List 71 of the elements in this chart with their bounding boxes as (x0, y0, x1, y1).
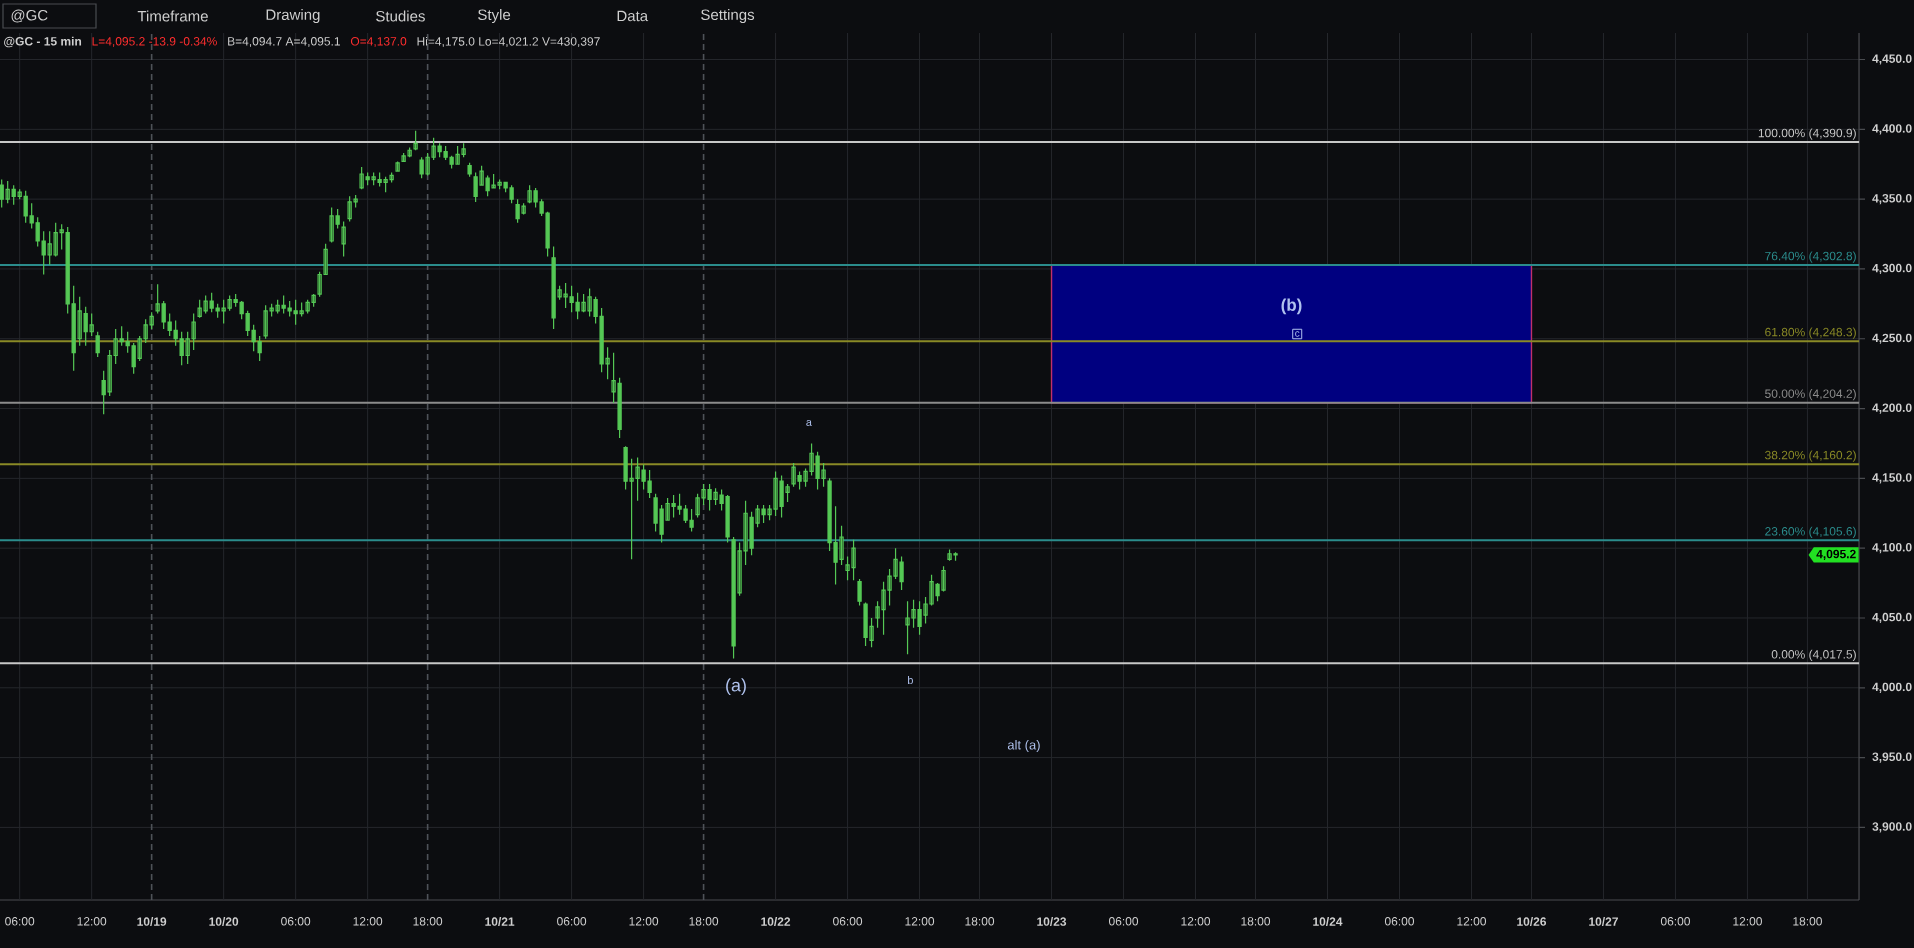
x-tick-label: 10/26 (1517, 917, 1547, 926)
ref-line-label: 76.40% (4,302.8) (1765, 251, 1856, 263)
y-tick-label: 4,050.0 (1872, 612, 1912, 624)
candlestick (395, 160, 400, 172)
annotation: L=4,095.2 -13.9 -0.34% (92, 37, 217, 47)
x-tick-label: 06:00 (1108, 917, 1139, 926)
y-tick-label: 4,200.0 (1872, 403, 1912, 414)
y-tick-label: 4,350.0 (1872, 194, 1912, 205)
y-tick-label: 4,100.0 (1872, 543, 1912, 554)
x-tick-label: 12:00 (1733, 917, 1762, 926)
ref-line-label: 0.00% (4,017.5) (1771, 649, 1856, 661)
x-tick-label: 10/23 (1037, 917, 1067, 926)
candlestick (467, 162, 472, 178)
candlestick (413, 130, 418, 151)
text: Timeframe (137, 10, 208, 22)
x-tick-label: 10/20 (209, 917, 239, 926)
ref-line-label: 38.20% (4,160.2) (1765, 450, 1856, 462)
ref-line-label: 61.80% (4,248.3) (1765, 327, 1856, 339)
x-tick-label: 12:00 (77, 917, 107, 926)
x-tick-label: 12:00 (353, 917, 383, 926)
ref-line-label: 23.60% (4,105.6) (1765, 526, 1856, 538)
annotation: alt (a) (1007, 739, 1040, 753)
x-tick-label: 12:00 (905, 917, 935, 926)
text: Studies (376, 10, 425, 22)
y-tick-label: 3,950.0 (1872, 752, 1912, 763)
text: Settings (701, 8, 755, 23)
annotation: (a) (726, 678, 746, 696)
text: Drawing (266, 8, 320, 23)
annotation: b (908, 676, 913, 685)
chart-title: @GC - 15 min (4, 36, 82, 48)
x-tick-label: 12:00 (1457, 917, 1487, 926)
x-tick-label: 10/22 (761, 917, 791, 926)
x-tick-label: 18:00 (1793, 917, 1822, 926)
y-tick-label: 4,000.0 (1872, 682, 1912, 693)
x-tick-label: 18:00 (413, 917, 443, 926)
annotation: 4,095.2 (1816, 549, 1856, 560)
x-tick-label: 10/21 (485, 917, 515, 926)
x-tick-label: 06:00 (281, 917, 311, 926)
annotation: a (806, 419, 812, 426)
annotation: O=4,137.0 (350, 37, 407, 47)
annotation: B=4,094.7 A=4,095.1 (228, 37, 340, 47)
text: Data (617, 10, 649, 22)
text: Style (478, 8, 511, 23)
x-tick-label: 06:00 (557, 917, 587, 926)
x-tick-label: 18:00 (1241, 917, 1271, 926)
candlestick (341, 220, 346, 257)
ref-line-label: 50.00% (4,204.2) (1765, 389, 1856, 401)
x-tick-label: 06:00 (833, 917, 863, 926)
x-tick-label: 10/24 (1313, 917, 1343, 926)
candlestick (95, 331, 100, 358)
y-tick-label: 4,250.0 (1872, 333, 1912, 344)
x-tick-label: 06:00 (1660, 917, 1691, 926)
x-tick-label: 18:00 (965, 917, 995, 926)
x-tick-label: 06:00 (5, 917, 35, 926)
text: @GC (11, 9, 48, 23)
y-tick-label: 4,450.0 (1872, 54, 1912, 65)
candlestick (857, 578, 862, 607)
x-tick-label: 12:00 (1181, 917, 1211, 926)
x-tick-label: 18:00 (689, 917, 719, 926)
annotation: Hi=4,175.0 Lo=4,021.2 V=430,397 (417, 36, 600, 48)
annotation: c (1295, 331, 1300, 337)
y-tick-label: 4,300.0 (1872, 263, 1912, 275)
x-tick-label: 10/19 (137, 917, 167, 926)
x-tick-label: 12:00 (629, 917, 659, 926)
x-tick-label: 06:00 (1384, 917, 1415, 926)
x-tick-label: 10/27 (1589, 917, 1618, 926)
band-label: (b) (1281, 298, 1302, 315)
y-tick-label: 3,900.0 (1872, 822, 1912, 833)
ref-line-label: 100.00% (4,390.9) (1758, 128, 1856, 140)
y-tick-label: 4,400.0 (1872, 124, 1912, 135)
y-tick-label: 4,150.0 (1872, 473, 1912, 484)
